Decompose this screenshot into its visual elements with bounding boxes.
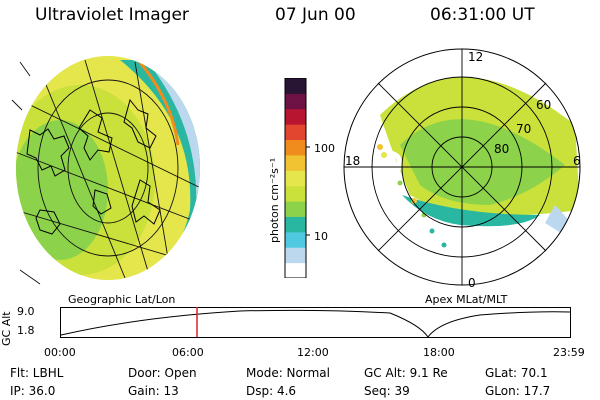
- gc-alt-info: GC Alt: 9.1 Re: [364, 366, 448, 380]
- polar-mlat-mlt-plot: 12 18 6 0 60 70 80: [343, 48, 581, 290]
- geographic-emission-map: [16, 56, 200, 280]
- colorbar: photon cm⁻²s⁻¹: [268, 78, 310, 278]
- colorbar-tick-10: 10: [314, 230, 328, 243]
- colorbar-swatches: [285, 78, 306, 278]
- geographic-projection-label: Geographic Lat/Lon: [68, 293, 176, 306]
- mlat-label-80: 80: [494, 142, 509, 156]
- magnetic-projection-label: Apex MLat/MLT: [425, 293, 508, 306]
- time-tick-1200: 12:00: [297, 346, 329, 359]
- glat-info: GLat: 70.1: [485, 366, 548, 380]
- time-tick-2359: 23:59: [553, 346, 585, 359]
- colorbar-swatch: [285, 262, 306, 278]
- colorbar-swatch: [285, 170, 306, 187]
- date-label: 07 Jun 00: [275, 5, 356, 25]
- mlt-label-12: 12: [468, 50, 483, 64]
- seq-info: Seq: 39: [364, 384, 410, 398]
- time-label: 06:31:00 UT: [430, 5, 535, 25]
- coastline-outlines: [26, 98, 161, 235]
- colorbar-swatch: [285, 93, 306, 110]
- mlat-label-60: 60: [536, 98, 551, 112]
- colorbar-swatch: [285, 124, 306, 141]
- colorbar-swatch: [285, 108, 306, 125]
- colorbar-swatch: [285, 154, 306, 171]
- colorbar-swatch: [285, 139, 306, 156]
- glon-info: GLon: 17.7: [485, 384, 551, 398]
- colorbar-tick-100: 100: [314, 142, 335, 155]
- mlat-label-70: 70: [516, 122, 531, 136]
- colorbar-swatch: [285, 78, 306, 94]
- mlt-label-18: 18: [345, 154, 360, 168]
- instrument-title: Ultraviolet Imager: [35, 5, 189, 25]
- time-tick-0000: 00:00: [44, 346, 76, 359]
- ip-info: IP: 36.0: [10, 384, 56, 398]
- mlt-label-0: 0: [468, 276, 476, 290]
- colorbar-swatch: [285, 247, 306, 264]
- dsp-info: Dsp: 4.6: [246, 384, 297, 398]
- colorbar-swatch: [285, 216, 306, 233]
- mlt-label-6: 6: [573, 154, 581, 168]
- mode-info: Mode: Normal: [246, 366, 330, 380]
- geographic-auroral-image: [11, 56, 200, 285]
- time-tick-0600: 06:00: [172, 346, 204, 359]
- filter-info: Flt: LBHL: [10, 366, 64, 380]
- altitude-ytick-min: 1.8: [17, 324, 35, 337]
- gain-info: Gain: 13: [128, 384, 179, 398]
- colorbar-unit-label: photon cm⁻²s⁻¹: [268, 158, 281, 243]
- colorbar-swatch: [285, 185, 306, 202]
- altitude-ytick-max: 9.0: [17, 305, 35, 318]
- door-info: Door: Open: [128, 366, 197, 380]
- time-tick-1800: 18:00: [423, 346, 455, 359]
- colorbar-swatch: [285, 231, 306, 248]
- altitude-axis-title: GC Alt: [0, 311, 13, 346]
- colorbar-swatch: [285, 201, 306, 217]
- altitude-timeline-plot: [60, 307, 571, 338]
